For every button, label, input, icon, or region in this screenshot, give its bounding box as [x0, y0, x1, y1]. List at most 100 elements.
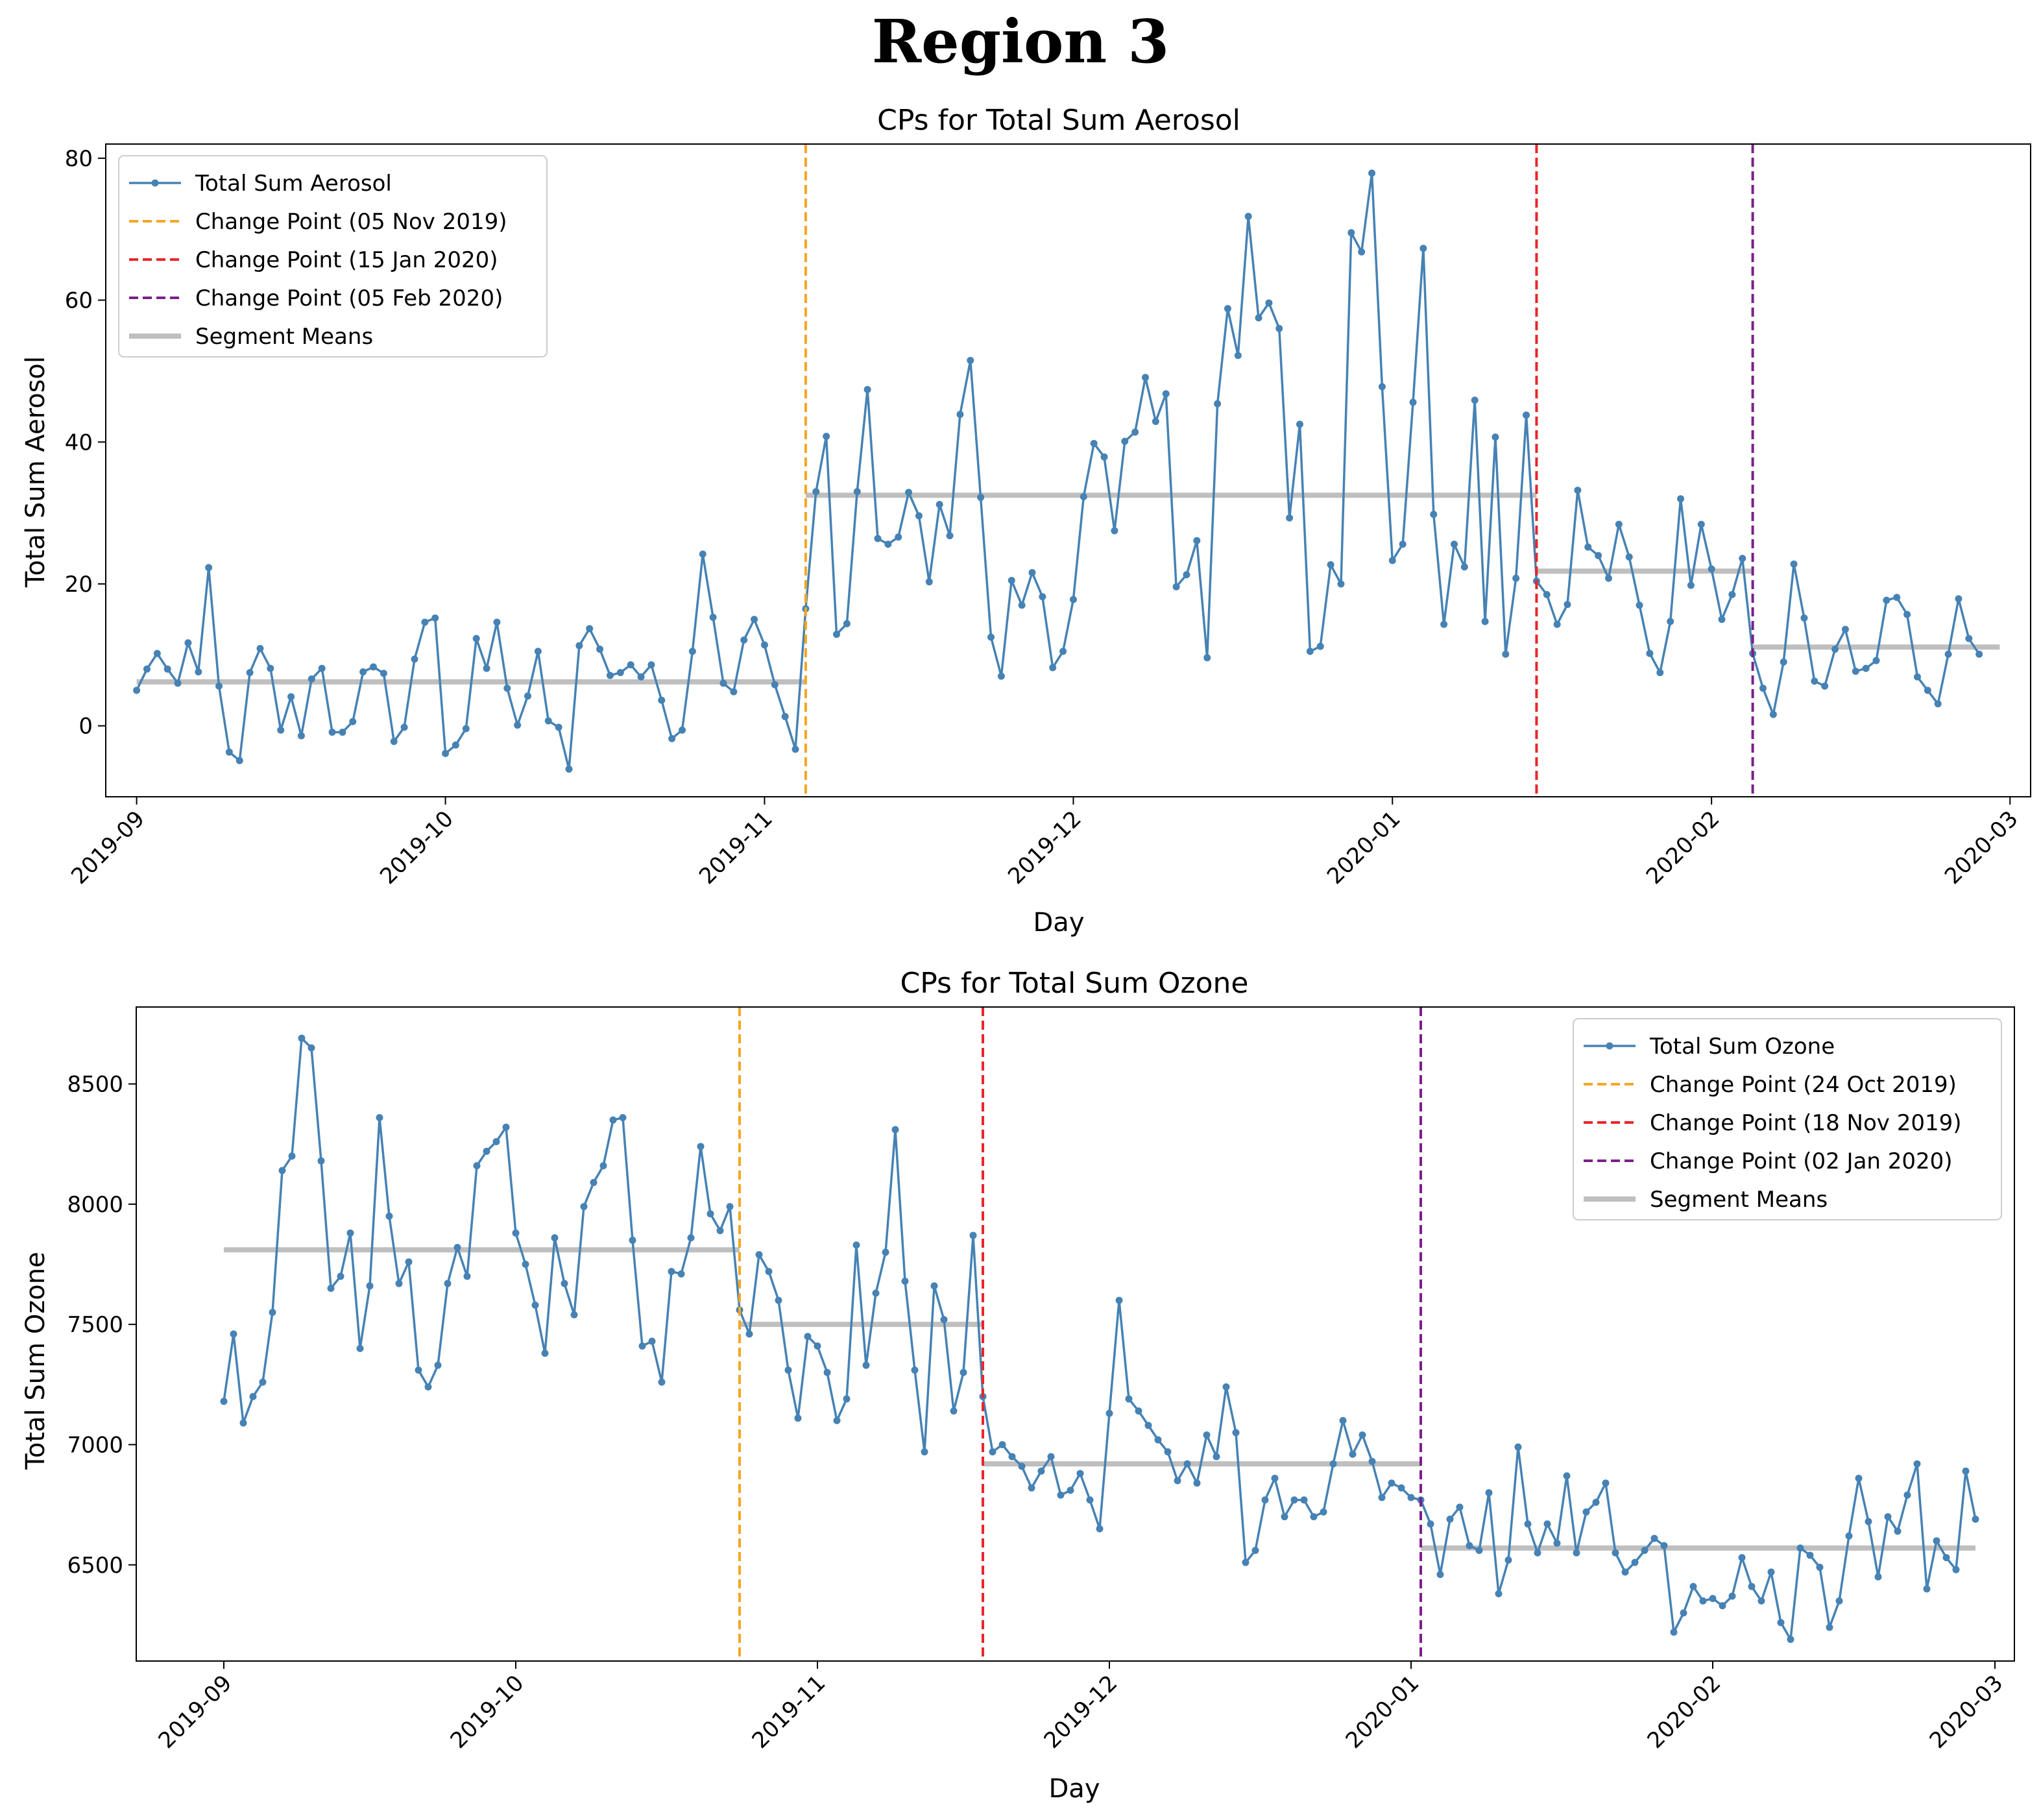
ozone-data-point [512, 1229, 520, 1237]
aerosol-data-point [267, 664, 274, 672]
aerosol-data-point [1388, 557, 1396, 564]
ozone-data-point [337, 1272, 344, 1280]
aerosol-data-point [1481, 618, 1489, 625]
ozone-data-point [969, 1232, 977, 1239]
aerosol-data-point [370, 663, 378, 671]
ozone-data-point [1242, 1559, 1250, 1566]
aerosol-data-point [1440, 620, 1448, 628]
aerosol-data-point [1615, 520, 1623, 528]
ozone-data-point [463, 1272, 471, 1280]
ozone-data-point [619, 1113, 627, 1121]
aerosol-data-point [380, 670, 387, 677]
aerosol-data-point [760, 641, 768, 649]
ozone-legend-label: Change Point (02 Jan 2020) [1650, 1148, 1953, 1174]
ozone-legend-label: Segment Means [1650, 1187, 1828, 1213]
ozone-data-point [434, 1361, 442, 1369]
aerosol-data-point [874, 535, 882, 542]
ozone-data-point [1767, 1568, 1775, 1576]
ozone-data-point [1329, 1460, 1337, 1468]
aerosol-legend-label: Change Point (05 Nov 2019) [195, 209, 507, 235]
ozone-data-point [1310, 1513, 1318, 1521]
ozone-data-point [950, 1407, 958, 1415]
ozone-data-point [1874, 1573, 1882, 1581]
ozone-data-point [658, 1378, 666, 1386]
ozone-data-point [1738, 1554, 1746, 1562]
aerosol-data-point [1800, 614, 1808, 622]
ozone-data-point [453, 1244, 461, 1252]
ozone-data-point [1154, 1436, 1162, 1444]
ozone-data-point [1388, 1479, 1395, 1487]
ozone-data-point [1894, 1527, 1902, 1535]
aerosol-data-point [1924, 686, 1931, 694]
aerosol-x-axis-label: Day [1033, 908, 1085, 938]
ozone-data-point [1524, 1520, 1532, 1528]
aerosol-data-point [915, 512, 923, 520]
aerosol-data-point [616, 669, 624, 677]
ozone-data-point [492, 1138, 500, 1146]
ozone-data-point [1008, 1453, 1016, 1461]
ozone-data-point [989, 1448, 996, 1456]
ozone-data-point [1359, 1431, 1366, 1439]
ozone-y-tick-label: 8000 [67, 1192, 123, 1218]
aerosol-data-point [1965, 635, 1973, 642]
ozone-data-point [1436, 1571, 1444, 1579]
ozone-data-point [1125, 1395, 1133, 1403]
ozone-x-axis-label: Day [1049, 1774, 1100, 1804]
ozone-data-point [259, 1378, 267, 1386]
aerosol-data-point [751, 616, 758, 624]
ozone-data-point [522, 1261, 529, 1268]
aerosol-data-point [411, 655, 418, 663]
aerosol-data-point [1049, 664, 1057, 672]
aerosol-data-point [1553, 620, 1561, 628]
aerosol-data-point [1080, 492, 1087, 500]
ozone-data-point [755, 1251, 763, 1259]
aerosol-data-point [1430, 511, 1438, 518]
aerosol-plot-frame [105, 143, 2031, 797]
aerosol-data-point [1214, 400, 1222, 407]
aerosol-data-point [936, 500, 943, 508]
ozone-legend-marker [1606, 1042, 1613, 1050]
aerosol-data-point [1934, 700, 1942, 708]
aerosol-data-point [359, 668, 367, 676]
ozone-data-point [1573, 1549, 1580, 1557]
aerosol-data-point [1008, 576, 1015, 584]
aerosol-x-tick-label: 2019-12 [1003, 806, 1087, 890]
ozone-data-point [609, 1116, 617, 1124]
page-title: Region 3 [871, 6, 1170, 77]
ozone-data-point [1028, 1484, 1035, 1492]
ozone-data-point [921, 1448, 928, 1456]
aerosol-data-point [555, 723, 562, 731]
ozone-data-point [1213, 1453, 1220, 1461]
ozone-x-tick-label: 2020-02 [1643, 1670, 1726, 1754]
aerosol-data-point [544, 717, 552, 725]
ozone-data-point [1203, 1431, 1211, 1439]
aerosol-data-point [1872, 657, 1880, 664]
aerosol-data-point [1450, 540, 1458, 548]
aerosol-data-point [1306, 648, 1314, 655]
aerosol-data-point [1862, 664, 1870, 672]
aerosol-legend [118, 155, 548, 358]
aerosol-data-point [534, 648, 542, 655]
aerosol-data-point [699, 550, 706, 558]
ozone-data-point [726, 1203, 734, 1211]
ozone-data-point [1193, 1479, 1201, 1487]
ozone-data-point [1047, 1453, 1055, 1461]
aerosol-data-point [215, 682, 223, 690]
aerosol-data-point [1564, 601, 1571, 609]
aerosol-legend-marker [151, 179, 159, 187]
ozone-data-point [288, 1152, 296, 1160]
ozone-data-point [1787, 1636, 1794, 1644]
ozone-data-point [1271, 1474, 1279, 1482]
aerosol-data-point [1604, 574, 1612, 582]
ozone-data-point [317, 1157, 325, 1165]
ozone-data-point [395, 1280, 403, 1287]
aerosol-data-point [308, 675, 315, 683]
aerosol-data-point [1728, 590, 1736, 598]
ozone-legend-label: Change Point (24 Oct 2019) [1650, 1072, 1957, 1098]
ozone-data-point [765, 1268, 773, 1276]
ozone-data-point [599, 1162, 607, 1170]
ozone-data-point [1135, 1407, 1142, 1415]
ozone-data-point [346, 1229, 354, 1237]
ozone-data-point [1942, 1554, 1950, 1562]
aerosol-data-point [895, 533, 902, 541]
